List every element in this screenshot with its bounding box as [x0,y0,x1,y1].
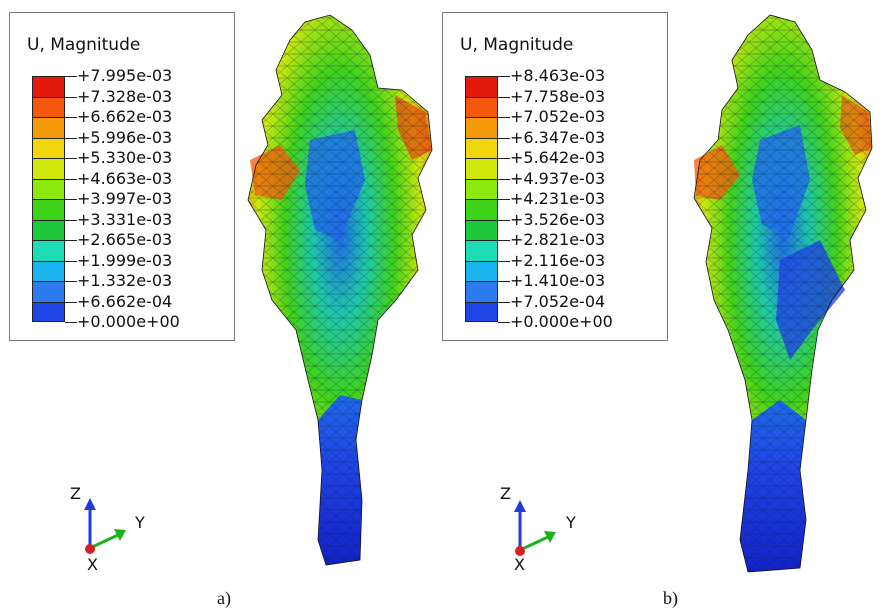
legend-color-swatch [32,281,65,302]
legend-value-label: +4.937e-03 [510,168,606,188]
legend-tick [65,96,77,98]
legend-tick [498,178,510,180]
legend-value-label: +7.052e-03 [510,107,606,126]
legend-tick [65,158,77,159]
legend-color-swatch [465,260,498,281]
legend-color-swatch [32,219,65,240]
legend-tick [65,240,77,241]
legend-value-label: +3.331e-03 [77,209,173,229]
legend-value-label: +5.330e-03 [77,148,173,167]
z-axis-label: Z [500,484,511,503]
legend-color-swatch [32,240,65,261]
legend-tick [498,281,510,282]
legend-tick [498,260,510,262]
legend-title: U, Magnitude [460,35,574,55]
legend-color-swatch [465,158,498,179]
deformed-model-b [693,14,873,573]
deformed-model-a [247,14,433,566]
legend-tick [65,137,77,139]
y-axis-arrow [519,535,549,552]
legend-panel-a: U, Magnitude +7.995e-03 +7.328e-03 +6.662e… [9,12,235,341]
legend-tick [498,158,510,159]
legend-tick [65,260,77,262]
legend-tick [498,199,510,200]
legend-tick [498,301,510,303]
axis-triad-a [84,498,126,554]
legend-tick [498,322,510,323]
legend-value-label: +0.000e+00 [510,312,613,331]
legend-color-swatch [32,158,65,179]
legend-value-label: +2.665e-03 [77,230,173,249]
legend-value-label: +4.663e-03 [77,168,173,188]
legend-value-label: +6.662e-04 [77,291,173,311]
legend-value-label: +1.999e-03 [77,250,173,270]
panel-caption-b: b) [663,588,678,608]
legend-value-label: +6.347e-03 [510,127,606,147]
legend-color-swatch [465,178,498,199]
legend-tick [498,96,510,98]
legend-color-swatch [465,96,498,117]
y-axis-arrow [89,533,119,550]
legend-value-label: +2.821e-03 [510,230,606,249]
legend-title: U, Magnitude [27,35,141,55]
legend-value-label: +4.231e-03 [510,189,606,208]
legend-value-label: +0.000e+00 [77,312,180,331]
legend-color-swatch [32,301,65,322]
legend-color-swatch [32,178,65,199]
legend-color-swatch [32,117,65,138]
legend-tick [65,301,77,303]
legend-color-swatch [32,76,65,97]
legend-color-swatch [32,199,65,220]
legend-tick [498,240,510,241]
legend-value-label: +5.996e-03 [77,127,173,147]
legend-value-label: +7.052e-04 [510,291,606,311]
y-axis-label: Y [566,513,576,532]
legend-tick [498,117,510,118]
legend-value-label: +1.332e-03 [77,271,173,290]
legend-tick [498,137,510,139]
legend-value-label: +6.662e-03 [77,107,173,126]
legend-value-label: +3.526e-03 [510,209,606,229]
legend-color-swatch [32,96,65,117]
legend-color-swatch [465,219,498,240]
legend-tick [498,219,510,221]
x-axis-label: X [87,555,98,574]
legend-value-label: +1.410e-03 [510,271,606,290]
legend-color-swatch [32,260,65,281]
legend-panel-b: U, Magnitude +8.463e-03 +7.758e-03 +7.052e… [442,12,668,341]
axis-triad-b [514,500,556,556]
x-axis-label: X [514,555,525,574]
legend-color-swatch [465,240,498,261]
legend-color-swatch [465,301,498,322]
legend-tick [65,199,77,200]
panel-caption-a: a) [217,588,231,608]
legend-color-swatch [32,137,65,158]
legend-value-label: +7.758e-03 [510,86,606,106]
legend-value-label: +7.328e-03 [77,86,173,106]
x-axis-dot [515,546,525,556]
legend-tick [498,76,510,77]
legend-tick [65,178,77,180]
legend-color-swatch [465,76,498,97]
legend-tick [65,76,77,77]
legend-value-label: +5.642e-03 [510,148,606,167]
y-axis-label: Y [135,513,145,532]
legend-tick [65,281,77,282]
x-axis-dot [85,544,95,554]
legend-value-label: +7.995e-03 [77,66,173,85]
legend-value-label: +8.463e-03 [510,66,606,85]
legend-color-swatch [465,281,498,302]
legend-value-label: +3.997e-03 [77,189,173,208]
z-axis-label: Z [70,484,81,503]
legend-color-swatch [465,117,498,138]
legend-color-swatch [465,199,498,220]
legend-tick [65,322,77,323]
legend-tick [65,219,77,221]
legend-value-label: +2.116e-03 [510,250,606,270]
legend-tick [65,117,77,118]
legend-color-swatch [465,137,498,158]
